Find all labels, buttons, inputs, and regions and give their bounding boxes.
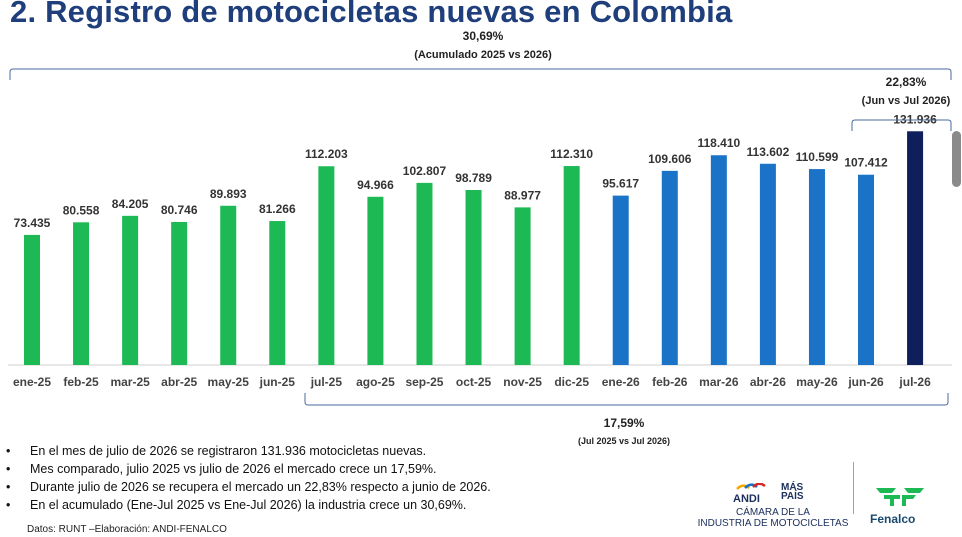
tick-label-feb-25: feb-25 xyxy=(63,375,99,389)
data-label-feb-26: 109.606 xyxy=(648,152,692,166)
monthly-annotation-label: (Jun vs Jul 2026) xyxy=(862,95,951,107)
tick-label-ene-25: ene-25 xyxy=(13,375,51,389)
fenalco-logo: Fenalco xyxy=(866,484,932,526)
bar-jun-25 xyxy=(269,221,286,365)
andi-wordmark: ANDI xyxy=(733,493,760,505)
source-note: Datos: RUNT –Elaboración: ANDI-FENALCO xyxy=(27,524,227,535)
tick-label-jun-26: jun-26 xyxy=(847,375,884,389)
bar-feb-25 xyxy=(73,222,90,365)
data-label-mar-26: 118.410 xyxy=(697,136,740,150)
tick-label-abr-25: abr-25 xyxy=(161,375,197,389)
fenalco-emblem-icon xyxy=(876,488,924,506)
cumulative-bracket xyxy=(9,68,952,80)
andi-logo: ANDI MÁS PAÍS CÁMARA DE LA INDUSTRIA DE … xyxy=(693,483,853,533)
data-label-abr-26: 113.602 xyxy=(747,145,790,159)
fenalco-wordmark: Fenalco xyxy=(870,512,916,526)
bar-chart: 73.435 80.558 84.205 80.746 89.893 81.266 112.… xyxy=(8,29,952,446)
summary-bullets: • En el mes de julio de 2026 se registrar… xyxy=(6,442,491,514)
bar-jun-26 xyxy=(858,174,875,365)
scrollbar-thumb[interactable] xyxy=(952,131,961,187)
tick-label-abr-26: abr-26 xyxy=(750,375,786,389)
monthly-annotation-value: 22,83% xyxy=(886,75,927,89)
cumulative-annotation-value: 30,69% xyxy=(463,29,504,43)
bar-oct-25 xyxy=(465,190,482,365)
tick-label-ago-25: ago-25 xyxy=(356,375,395,389)
data-label-feb-25: 80.558 xyxy=(63,203,100,217)
bullet-item: • En el mes de julio de 2026 se registrar… xyxy=(6,444,427,458)
data-label-jul-25: 112.203 xyxy=(305,147,348,161)
data-label-may-25: 89.893 xyxy=(210,187,247,201)
bar-jul-25 xyxy=(318,166,335,365)
tick-label-nov-25: nov-25 xyxy=(503,375,542,389)
tick-label-jul-25: jul-25 xyxy=(310,375,343,389)
yearly-annotation-label: (Jul 2025 vs Jul 2026) xyxy=(578,436,670,446)
cumulative-annotation-label: (Acumulado 2025 vs 2026) xyxy=(414,49,552,61)
bar-ene-26 xyxy=(612,195,629,365)
tick-label-jun-25: jun-25 xyxy=(259,375,296,389)
tick-label-mar-26: mar-26 xyxy=(699,375,739,389)
tick-label-feb-26: feb-26 xyxy=(652,375,688,389)
data-label-nov-25: 88.977 xyxy=(504,188,541,202)
data-label-abr-25: 80.746 xyxy=(161,203,198,217)
tick-label-oct-25: oct-25 xyxy=(456,375,492,389)
bullet-item: • Durante julio de 2026 se recupera el me… xyxy=(6,480,491,494)
logo-divider xyxy=(853,462,854,514)
bar-sep-25 xyxy=(416,182,433,365)
mas-pais-wordmark: MÁS PAÍS xyxy=(781,482,804,502)
bullet-item: • En el acumulado (Ene-Jul 2025 vs Ene-Ju… xyxy=(6,498,467,512)
bar-may-26 xyxy=(808,169,825,365)
yearly-bracket xyxy=(304,393,949,406)
bullet-marker: • xyxy=(6,462,11,476)
data-label-jun-25: 81.266 xyxy=(259,202,296,216)
bullet-item: • Mes comparado, julio 2025 vs julio de 2… xyxy=(6,462,437,476)
data-label-dic-25: 112.310 xyxy=(550,147,593,161)
bar-abr-25 xyxy=(171,221,188,365)
tick-label-may-26: may-26 xyxy=(796,375,838,389)
tick-label-jul-26: jul-26 xyxy=(898,375,931,389)
bullet-marker: • xyxy=(6,480,11,494)
bar-jul-26 xyxy=(907,131,924,365)
tick-label-dic-25: dic-25 xyxy=(554,375,589,389)
data-label-jul-26: 131.936 xyxy=(893,112,937,126)
tick-label-may-25: may-25 xyxy=(208,375,250,389)
bar-mar-25 xyxy=(122,215,139,365)
page-title: 2. Registro de motocicletas nuevas en Co… xyxy=(10,0,733,29)
bar-nov-25 xyxy=(514,207,531,365)
bar-feb-26 xyxy=(661,170,678,365)
andi-caption-line1: CÁMARA DE LA xyxy=(736,507,810,518)
bar-abr-26 xyxy=(759,163,776,365)
data-label-oct-25: 98.789 xyxy=(455,171,492,185)
data-label-mar-25: 84.205 xyxy=(112,197,149,211)
yearly-annotation-value: 17,59% xyxy=(604,416,645,430)
bullet-marker: • xyxy=(6,444,11,458)
bar-dic-25 xyxy=(563,166,580,365)
data-label-jun-26: 107.412 xyxy=(844,156,888,170)
data-label-ene-25: 73.435 xyxy=(14,216,51,230)
bullet-marker: • xyxy=(6,498,11,512)
monthly-bracket xyxy=(851,119,952,131)
data-label-may-26: 110.599 xyxy=(796,150,839,164)
bar-ene-25 xyxy=(24,234,40,365)
tick-label-ene-26: ene-26 xyxy=(602,375,640,389)
bar-mar-26 xyxy=(710,155,727,365)
tick-label-mar-25: mar-25 xyxy=(110,375,150,389)
data-label-ago-25: 94.966 xyxy=(357,178,394,192)
andi-emblem-icon xyxy=(736,483,766,490)
tick-label-sep-25: sep-25 xyxy=(405,375,443,389)
bar-ago-25 xyxy=(367,196,384,365)
andi-caption-line2: INDUSTRIA DE MOTOCICLETAS xyxy=(697,518,849,529)
data-label-sep-25: 102.807 xyxy=(403,164,447,178)
bar-may-25 xyxy=(220,205,237,365)
data-label-ene-26: 95.617 xyxy=(602,177,639,191)
